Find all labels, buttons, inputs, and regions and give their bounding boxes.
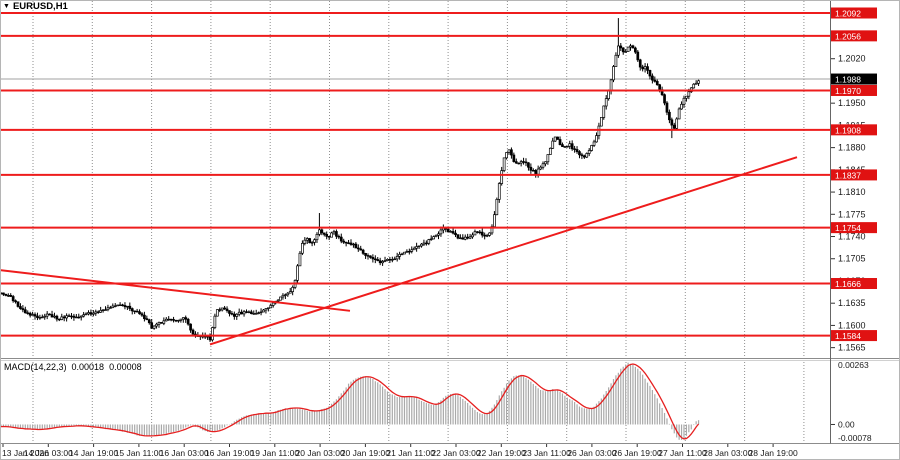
price-axis: 1.20201.19501.19151.18801.18451.18101.17… <box>831 7 877 353</box>
axis-label: 1.1666 <box>835 279 861 289</box>
axis-label: 1.2092 <box>835 9 861 19</box>
price-level-label <box>831 84 877 96</box>
axis-label: -0.00078 <box>838 433 872 443</box>
trendline-ascending-support[interactable] <box>209 156 798 346</box>
axis-label: 16 Jan 03:00 <box>160 448 209 458</box>
axis-label: 26 Jan 19:00 <box>613 448 662 458</box>
axis-label: 23 Jan 11:00 <box>522 448 571 458</box>
axis-label: 13 Jan 2026 <box>2 448 49 458</box>
axis-label: 26 Jan 03:00 <box>567 448 616 458</box>
axis-label: 1.1584 <box>835 331 861 341</box>
price-level-label <box>831 7 877 19</box>
axis-label: 22 Jan 19:00 <box>477 448 526 458</box>
macd-signal-line <box>0 363 700 440</box>
axis-label: 0.00263 <box>838 360 869 370</box>
axis-label: 1.1775 <box>838 209 866 219</box>
axis-label: 22 Jan 03:00 <box>431 448 480 458</box>
trendlines[interactable] <box>0 156 798 346</box>
price-level-label <box>831 169 877 181</box>
axis-label: 20 Jan 19:00 <box>341 448 390 458</box>
axis-label: 1.1988 <box>835 75 861 85</box>
current-price-label <box>831 73 877 85</box>
axis-label: 14 Jan 19:00 <box>69 448 118 458</box>
axis-label: 20 Jan 03:00 <box>296 448 345 458</box>
axis-label: 14 Jan 03:00 <box>24 448 73 458</box>
macd-axis: 0.00263 0.00 -0.00078 <box>831 360 872 443</box>
grid-lines <box>32 1 805 443</box>
price-level-label <box>831 124 877 136</box>
macd-histogram <box>0 362 700 440</box>
resistance-support-levels[interactable] <box>0 12 830 337</box>
axis-label: 1.2056 <box>835 31 861 41</box>
axis-label: 1.1970 <box>835 86 861 96</box>
price-level-label <box>831 30 877 42</box>
axis-label: 21 Jan 11:00 <box>386 448 435 458</box>
axis-label: 1.1565 <box>838 343 866 353</box>
axis-label: 1.1600 <box>838 320 866 330</box>
axis-label: 1.1837 <box>835 170 861 180</box>
axis-label: 28 Jan 03:00 <box>703 448 752 458</box>
axis-label: 1.1705 <box>838 254 866 264</box>
axis-label: 15 Jan 11:00 <box>115 448 164 458</box>
axis-label: 1.1754 <box>835 223 861 233</box>
candles <box>0 18 700 342</box>
axis-label: 1.2020 <box>838 54 866 64</box>
axis-label: 1.1635 <box>838 298 866 308</box>
price-level-label <box>831 278 877 290</box>
axis-label: 28 Jan 19:00 <box>749 448 798 458</box>
axis-label: 16 Jan 19:00 <box>205 448 254 458</box>
price-level-label <box>831 222 877 234</box>
axis-label: 19 Jan 11:00 <box>251 448 300 458</box>
axis-label: 1.1908 <box>835 125 861 135</box>
axis-label: 1.1740 <box>838 232 866 242</box>
axis-label: 0.00 <box>838 419 855 429</box>
axis-label: 1.1950 <box>838 98 866 108</box>
axis-label: 1.1810 <box>838 187 866 197</box>
price-level-label <box>831 330 877 342</box>
axis-label: 27 Jan 11:00 <box>658 448 707 458</box>
trendline-descending-resistance[interactable] <box>0 269 351 312</box>
axis-label: 1.1880 <box>838 143 866 153</box>
